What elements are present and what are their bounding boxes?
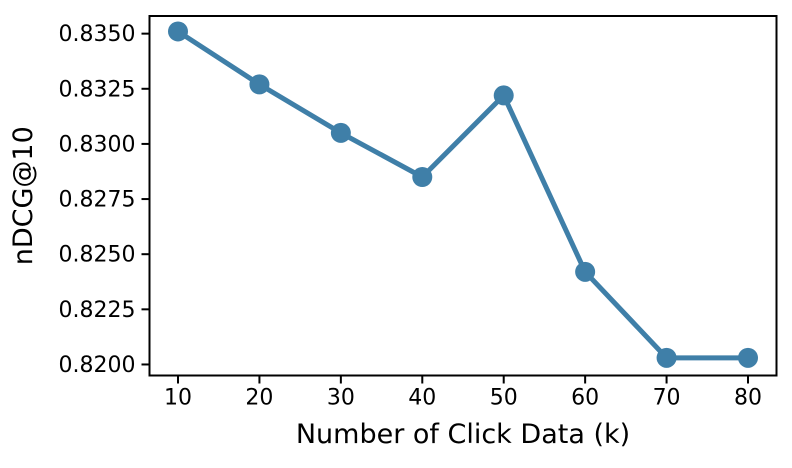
data-point [656,347,677,368]
data-line [175,28,751,361]
y-axis-label: nDCG@10 [8,126,39,265]
data-point [168,21,188,42]
plot-area [149,16,777,376]
data-point [738,347,758,368]
x-tick-label: 70 [653,386,681,411]
data-point [575,261,596,282]
x-tick-label: 10 [164,386,192,411]
data-point [493,85,514,106]
x-tick-label: 80 [734,386,762,411]
x-tick-label: 60 [571,386,599,411]
plot-border [148,15,778,377]
data-point [412,167,433,188]
y-tick-label: 0.8325 [59,77,136,102]
x-axis-label: Number of Click Data (k) [296,419,630,450]
data-point [249,74,270,95]
y-tick-label: 0.8225 [59,298,136,323]
y-tick-label: 0.8250 [59,243,136,268]
x-tick-label: 20 [245,386,273,411]
x-tick-label: 40 [408,386,436,411]
y-tick-label: 0.8300 [59,132,136,157]
y-tick-label: 0.8200 [59,353,136,378]
x-tick-label: 30 [327,386,355,411]
y-tick-label: 0.8275 [59,188,136,213]
x-tick-label: 50 [490,386,518,411]
y-tick-label: 0.8350 [59,22,136,47]
data-point [330,122,351,143]
